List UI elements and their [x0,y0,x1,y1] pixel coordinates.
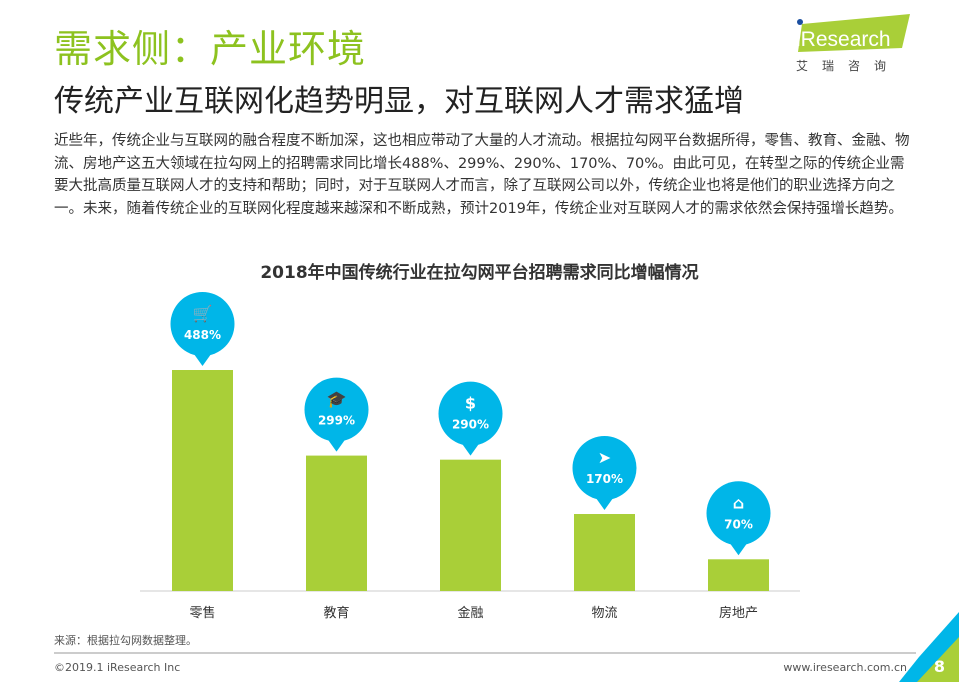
graduation-cap-icon: 🎓 [327,390,347,409]
category-label: 物流 [591,606,617,621]
bar-3 [574,514,635,591]
category-label: 零售 [189,605,215,621]
source-note: 来源：根据拉勾网数据整理。 [54,634,197,647]
body-text: 近些年，传统企业与互联网的融合程度不断加深，这也相应带动了大量的人才流动。根据拉… [54,133,910,217]
bar-4 [708,559,769,591]
category-label: 房地产 [719,605,758,621]
value-bubble [304,377,369,442]
svg-text:艾瑞咨询: 艾瑞咨询 [796,58,900,73]
data-label: 70% [724,517,753,531]
paper-plane-icon: ➤ [598,448,611,467]
data-label: 170% [586,472,623,486]
iresearch-logo: iResearch 艾瑞咨询 [796,14,910,73]
cart-icon: 🛒 [193,304,213,323]
category-label: 金融 [457,605,483,621]
category-label: 教育 [323,605,349,621]
data-label: 290% [452,418,489,432]
money-bag-icon: $ [465,394,476,413]
footer-divider [54,652,916,654]
chart-title: 2018年中国传统行业在拉勾网平台招聘需求同比增幅情况 [260,263,699,283]
website-link[interactable]: www.iresearch.com.cn [783,661,907,674]
corner-decoration [899,612,959,682]
bar-chart: 🛒 488% 零售 🎓 299% 教育 $290% 金融 ➤ 170% 物流 ⌂ 70% 房地产 [140,292,800,621]
bar-0 [172,370,233,591]
copyright: ©2019.1 iResearch Inc [54,661,181,674]
bar-2 [440,459,501,591]
value-bubble [706,481,771,546]
value-bubble [572,436,637,501]
page-number: 8 [933,657,945,676]
page-title: 需求侧：产业环境 [54,27,367,71]
svg-text:iResearch: iResearch [796,28,891,51]
page-subtitle: 传统产业互联网化趋势明显，对互联网人才需求猛增 [54,84,744,119]
data-label: 299% [318,414,355,428]
house-icon: ⌂ [733,493,744,512]
value-bubble [170,292,235,356]
data-label: 488% [184,328,221,342]
bar-1 [306,455,367,591]
value-bubble [438,381,503,446]
